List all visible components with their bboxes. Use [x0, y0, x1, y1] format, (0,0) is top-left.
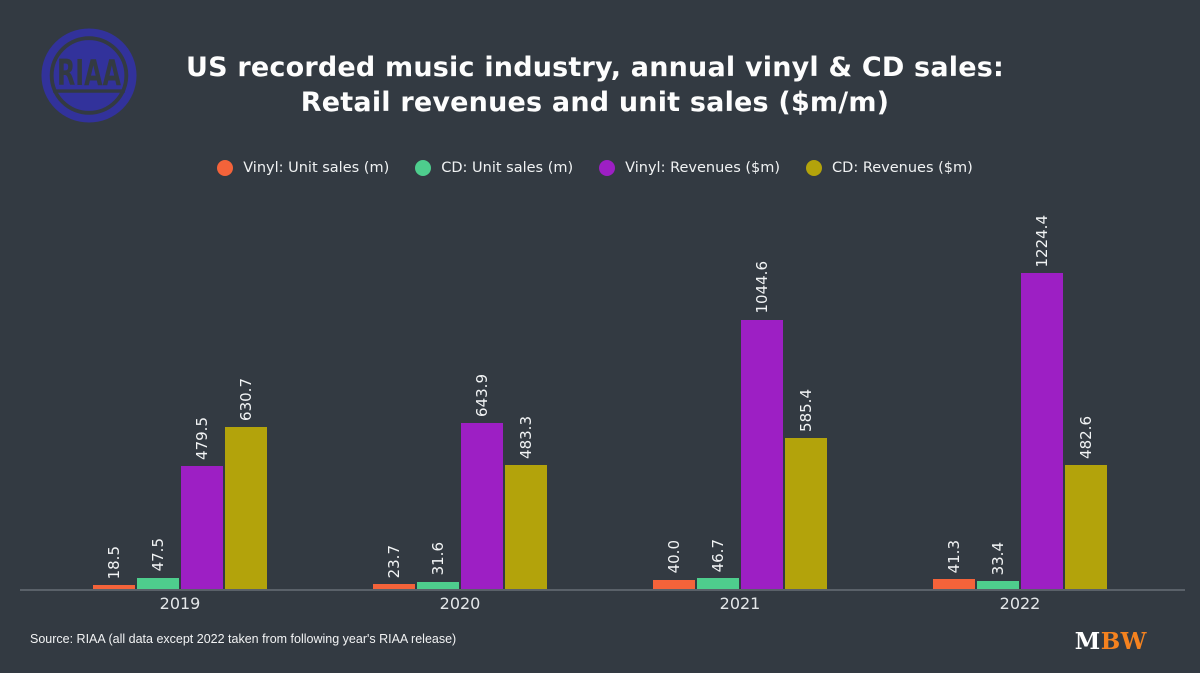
bar-value-label: 1224.4: [1033, 214, 1051, 268]
bar-group-2022: 41.3 33.4 1224.4 482.6: [880, 200, 1160, 590]
bar-group-2020: 23.7 31.6 643.9 483.3: [320, 200, 600, 590]
bar-cell: 585.4: [785, 200, 827, 590]
bar: [653, 579, 695, 590]
bar: [697, 577, 739, 590]
bar-cell: 483.3: [505, 200, 547, 590]
bar: [785, 438, 827, 590]
bar-cell: 18.5: [93, 200, 135, 590]
riaa-logo-icon: RIAA: [41, 28, 137, 123]
bar-value-label: 482.6: [1077, 416, 1095, 460]
mbw-logo-m: M: [1074, 628, 1101, 655]
bar-cell: 47.5: [137, 200, 179, 590]
bar-value-label: 643.9: [473, 374, 491, 418]
bar-value-label: 31.6: [429, 542, 447, 576]
x-axis-label-2019: 2019: [159, 594, 201, 613]
bar-group-2019: 18.5 47.5 479.5 630.7: [40, 200, 320, 590]
bar: [225, 426, 267, 590]
x-axis-label-2020: 2020: [439, 594, 481, 613]
mbw-logo: MBW: [1075, 628, 1147, 655]
bar-cell: 630.7: [225, 200, 267, 590]
chart-title-line1: US recorded music industry, annual vinyl…: [186, 52, 1004, 83]
bar-value-label: 479.5: [193, 416, 211, 460]
legend-item-label: Vinyl: Revenues ($m): [625, 160, 781, 176]
legend-item-label: Vinyl: Unit sales (m): [243, 160, 390, 176]
chart-area: 18.5 47.5 479.5 630.7 23.7 31.6 643.9 483.3 40.0…: [40, 200, 1160, 590]
bar-cell: 33.4: [977, 200, 1019, 590]
riaa-logo-text: RIAA: [57, 53, 121, 94]
bar-group-2021: 40.0 46.7 1044.6 585.4: [600, 200, 880, 590]
bar-value-label: 23.7: [385, 544, 403, 578]
chart-title: US recorded music industry, annual vinyl…: [0, 50, 1190, 120]
bar-value-label: 47.5: [149, 538, 167, 572]
legend: Vinyl: Unit sales (m) CD: Unit sales (m) V…: [0, 152, 1190, 184]
chart-title-line2: Retail revenues and unit sales ($m/m): [300, 87, 890, 118]
bar-cell: 23.7: [373, 200, 415, 590]
bar: [1065, 465, 1107, 590]
legend-item: CD: Revenues ($m): [806, 160, 973, 176]
source-note: Source: RIAA (all data except 2022 taken…: [30, 632, 457, 646]
bar-cell: 1044.6: [741, 200, 783, 590]
bar-cell: 40.0: [653, 200, 695, 590]
bar-cell: 46.7: [697, 200, 739, 590]
bar: [373, 583, 415, 590]
bar-cell: 643.9: [461, 200, 503, 590]
riaa-logo: RIAA: [40, 27, 138, 124]
bar: [1021, 273, 1063, 590]
legend-swatch-circle-icon: [806, 160, 823, 176]
bar-cell: 41.3: [933, 200, 975, 590]
x-axis-label-2021: 2021: [719, 594, 761, 613]
bar-value-label: 1044.6: [753, 261, 771, 314]
bar: [933, 579, 975, 590]
x-axis-labels: 2019 2020 2021 2022: [40, 594, 1160, 613]
bar: [181, 465, 223, 590]
bar-cell: 479.5: [181, 200, 223, 590]
x-axis-label-2022: 2022: [999, 594, 1041, 613]
legend-item: Vinyl: Unit sales (m): [217, 160, 389, 176]
legend-swatch-circle-icon: [415, 160, 432, 176]
bar-value-label: 40.0: [665, 540, 683, 574]
bar-value-label: 630.7: [237, 377, 255, 421]
bar-cell: 31.6: [417, 200, 459, 590]
bar: [417, 581, 459, 590]
legend-swatch-circle-icon: [599, 160, 616, 176]
bar: [505, 464, 547, 590]
x-axis-line: [20, 589, 1185, 591]
legend-item-label: CD: Revenues ($m): [832, 160, 973, 176]
bar-value-label: 33.4: [989, 542, 1007, 576]
bar-value-label: 585.4: [797, 389, 815, 433]
legend-item-label: CD: Unit sales (m): [441, 160, 574, 176]
bar: [977, 581, 1019, 590]
legend-swatch-circle-icon: [217, 160, 234, 176]
bar-value-label: 41.3: [945, 539, 963, 574]
bar: [137, 577, 179, 590]
bar: [93, 585, 135, 590]
bar-cell: 482.6: [1065, 200, 1107, 590]
bar-cell: 1224.4: [1021, 200, 1063, 590]
bar: [461, 423, 503, 590]
bar: [741, 319, 783, 590]
mbw-logo-bw: BW: [1100, 628, 1147, 655]
bar-value-label: 18.5: [105, 545, 123, 580]
legend-item: Vinyl: Revenues ($m): [599, 160, 780, 176]
legend-item: CD: Unit sales (m): [415, 160, 573, 176]
bar-value-label: 46.7: [709, 538, 727, 572]
bar-value-label: 483.3: [517, 415, 535, 459]
